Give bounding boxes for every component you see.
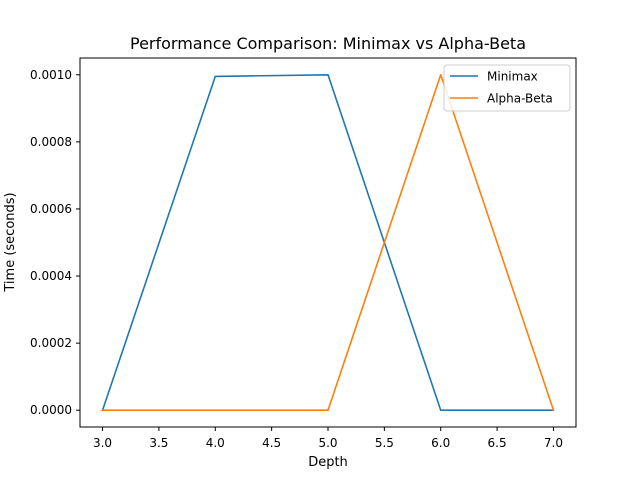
y-tick-label: 0.0008 <box>30 135 72 149</box>
y-tick-label: 0.0000 <box>30 403 72 417</box>
chart-title: Performance Comparison: Minimax vs Alpha… <box>130 34 526 53</box>
x-tick-label: 4.0 <box>206 436 225 450</box>
series-line-minimax <box>101 73 555 412</box>
x-tick-label: 6.5 <box>488 436 507 450</box>
legend: Minimax Alpha-Beta <box>443 64 571 112</box>
x-axis-ticks: 3.0 3.5 4.0 4.5 5.0 5.5 6.0 6.5 7.0 <box>93 427 563 450</box>
y-tick-label: 0.0010 <box>30 68 72 82</box>
y-tick-label: 0.0002 <box>30 336 72 350</box>
x-tick-label: 7.0 <box>544 436 563 450</box>
y-tick-label: 0.0004 <box>30 269 72 283</box>
x-tick-label: 6.0 <box>431 436 450 450</box>
legend-label: Alpha-Beta <box>487 92 553 106</box>
x-tick-label: 3.0 <box>93 436 112 450</box>
series-line-alpha-beta <box>101 73 555 412</box>
y-tick-label: 0.0006 <box>30 202 72 216</box>
legend-label: Minimax <box>487 70 538 84</box>
x-tick-label: 3.5 <box>149 436 168 450</box>
series-layer <box>101 73 555 412</box>
x-axis-label: Depth <box>308 455 348 470</box>
x-tick-label: 4.5 <box>262 436 281 450</box>
y-axis-label: Time (seconds) <box>3 192 18 292</box>
x-tick-label: 5.0 <box>318 436 337 450</box>
x-tick-label: 5.5 <box>375 436 394 450</box>
y-axis-ticks: 0.0000 0.0002 0.0004 0.0006 0.0008 0.0010 <box>30 68 80 417</box>
